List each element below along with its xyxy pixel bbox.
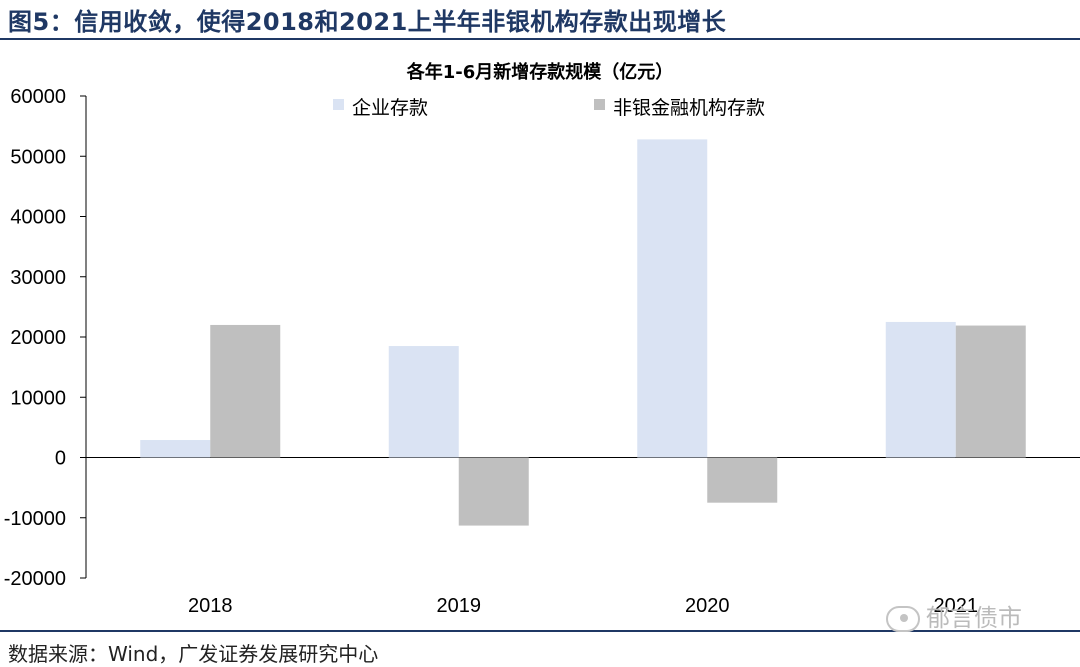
y-tick-label: 60000 (10, 86, 66, 108)
bars (140, 139, 1026, 526)
legend-label-corporate: 企业存款 (352, 97, 428, 119)
bar-chart: 各年1-6月新增存款规模（亿元） 企业存款 非银金融机构存款 60000 5000… (4, 61, 1080, 617)
y-tick-label: 50000 (10, 146, 66, 168)
figure-title: 图5：信用收敛，使得2018和2021上半年非银机构存款出现增长 (8, 8, 727, 36)
y-tick-label: 20000 (10, 327, 66, 349)
legend-swatch-nonbank (594, 99, 605, 110)
legend-swatch-corporate (333, 99, 344, 110)
y-tick-label: 40000 (10, 207, 66, 229)
x-category-label: 2020 (685, 595, 730, 617)
bar-nonbank-2021 (955, 325, 1026, 458)
bar-corporate-2019 (388, 346, 459, 458)
y-tick-label: -20000 (4, 568, 66, 590)
axes: 60000 50000 40000 30000 20000 10000 0 -10000 -20… (4, 86, 1080, 617)
x-category-label: 2021 (934, 595, 979, 617)
bar-corporate-2021 (885, 321, 956, 458)
footer-rule (0, 630, 1080, 632)
chart-title: 各年1-6月新增存款规模（亿元） (406, 61, 674, 83)
watermark: 郁言债市 (886, 598, 1022, 633)
y-tick-label: 30000 (10, 267, 66, 289)
header-rule (0, 38, 1080, 40)
y-tick-label: 0 (55, 448, 66, 470)
x-category-label: 2018 (188, 595, 233, 617)
bar-nonbank-2018 (210, 324, 281, 458)
y-tick-label: 10000 (10, 387, 66, 409)
x-category-label: 2019 (437, 595, 482, 617)
legend: 企业存款 非银金融机构存款 (333, 97, 765, 119)
wechat-icon (886, 606, 920, 632)
legend-label-nonbank: 非银金融机构存款 (613, 97, 765, 119)
bar-nonbank-2019 (458, 457, 529, 526)
watermark-text: 郁言债市 (926, 604, 1022, 632)
bar-nonbank-2020 (707, 457, 778, 503)
bar-corporate-2018 (140, 440, 211, 458)
bar-corporate-2020 (637, 139, 708, 458)
source-note: 数据来源：Wind，广发证券发展研究中心 (8, 642, 379, 666)
y-tick-label: -10000 (4, 508, 66, 530)
